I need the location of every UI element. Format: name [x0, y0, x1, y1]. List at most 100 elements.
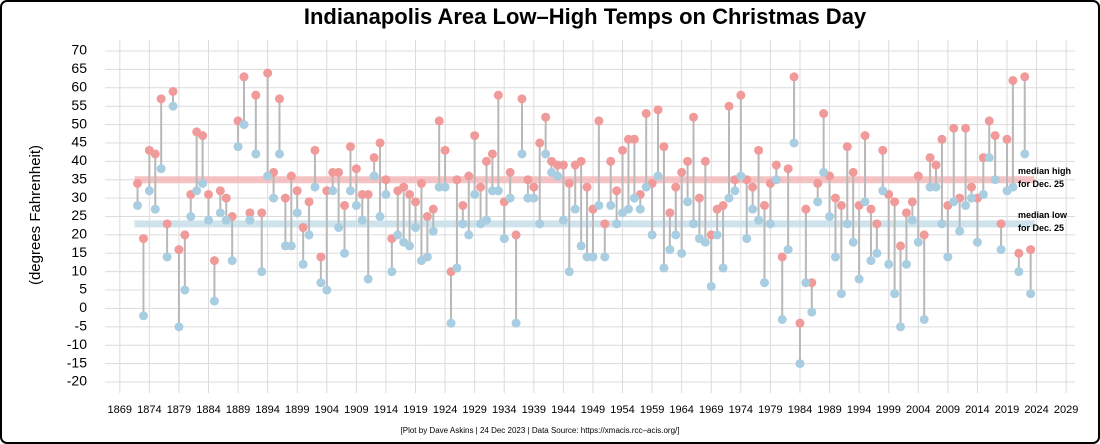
x-tick-label: 2009	[936, 404, 960, 416]
point-low	[789, 138, 799, 148]
x-tick-label: 1879	[167, 404, 191, 416]
point-high	[162, 219, 172, 229]
point-low	[594, 200, 604, 210]
point-high	[801, 204, 811, 214]
point-low	[180, 285, 190, 295]
point-high	[901, 208, 911, 218]
x-tick-label: 1954	[610, 404, 634, 416]
point-low	[209, 296, 219, 306]
point-high	[464, 171, 474, 181]
point-low	[783, 245, 793, 255]
point-high	[535, 138, 545, 148]
point-low	[357, 215, 367, 225]
point-high	[529, 182, 539, 192]
point-low	[458, 219, 468, 229]
point-low	[381, 189, 391, 199]
point-low	[552, 171, 562, 181]
point-high	[1008, 75, 1018, 85]
point-low	[671, 230, 681, 240]
point-high	[878, 145, 888, 155]
y-tick-label: 35	[71, 170, 87, 186]
point-low	[765, 219, 775, 229]
point-high	[665, 208, 675, 218]
point-high	[458, 200, 468, 210]
x-tick-label: 1994	[847, 404, 871, 416]
y-tick-label: 60	[71, 79, 87, 95]
point-high	[416, 178, 426, 188]
point-low	[978, 189, 988, 199]
point-low	[221, 215, 231, 225]
point-low	[984, 153, 994, 163]
point-high	[180, 230, 190, 240]
x-tick-label: 1904	[315, 404, 339, 416]
point-high	[215, 186, 225, 196]
x-tick-label: 1874	[137, 404, 161, 416]
point-low	[440, 182, 450, 192]
point-high	[493, 90, 503, 100]
x-tick-label: 1869	[108, 404, 132, 416]
point-low	[795, 359, 805, 369]
point-high	[440, 145, 450, 155]
point-low	[600, 252, 610, 262]
point-low	[659, 263, 669, 273]
point-low	[529, 193, 539, 203]
point-low	[629, 193, 639, 203]
point-low	[665, 245, 675, 255]
point-low	[813, 197, 823, 207]
point-high	[375, 138, 385, 148]
point-low	[576, 241, 586, 251]
point-high	[363, 189, 373, 199]
point-low	[369, 171, 379, 181]
point-low	[292, 208, 302, 218]
point-high	[671, 182, 681, 192]
point-high	[381, 175, 391, 185]
point-low	[801, 278, 811, 288]
chart-title: Indianapolis Area Low–High Temps on Chri…	[304, 4, 867, 29]
point-high	[541, 112, 551, 122]
point-high	[777, 252, 787, 262]
point-low	[754, 215, 764, 225]
point-high	[476, 182, 486, 192]
point-low	[635, 204, 645, 214]
point-high	[399, 182, 409, 192]
point-low	[452, 263, 462, 273]
point-high	[890, 197, 900, 207]
point-low	[499, 234, 509, 244]
point-low	[931, 182, 941, 192]
point-low	[375, 212, 385, 221]
point-high	[174, 245, 184, 255]
point-high	[286, 171, 296, 181]
source-note: [Plot by Dave Askins | 24 Dec 2023 | Dat…	[401, 426, 680, 435]
point-high	[168, 86, 178, 96]
x-tick-label: 1934	[492, 404, 516, 416]
point-high	[345, 142, 355, 152]
y-tick-label: 55	[71, 97, 87, 113]
point-low	[884, 259, 894, 269]
point-low	[623, 204, 633, 214]
point-high	[340, 200, 350, 210]
y-tick-label: -15	[67, 354, 87, 370]
point-low	[937, 219, 947, 229]
point-low	[269, 193, 279, 203]
y-tick-label: 70	[71, 42, 87, 58]
point-high	[280, 193, 290, 203]
point-low	[328, 186, 338, 196]
point-low	[606, 200, 616, 210]
point-low	[541, 149, 551, 159]
point-low	[245, 215, 255, 225]
point-low	[428, 226, 438, 236]
point-low	[759, 278, 769, 288]
point-high	[1020, 72, 1030, 82]
point-low	[742, 234, 752, 244]
point-low	[588, 252, 598, 262]
y-tick-label: 65	[71, 60, 87, 76]
point-high	[683, 156, 693, 166]
point-high	[990, 131, 1000, 141]
point-low	[138, 311, 148, 321]
point-low	[860, 197, 870, 207]
point-low	[724, 193, 734, 203]
point-high	[600, 219, 610, 229]
point-high	[872, 219, 882, 229]
point-low	[706, 281, 716, 291]
point-high	[470, 131, 480, 141]
